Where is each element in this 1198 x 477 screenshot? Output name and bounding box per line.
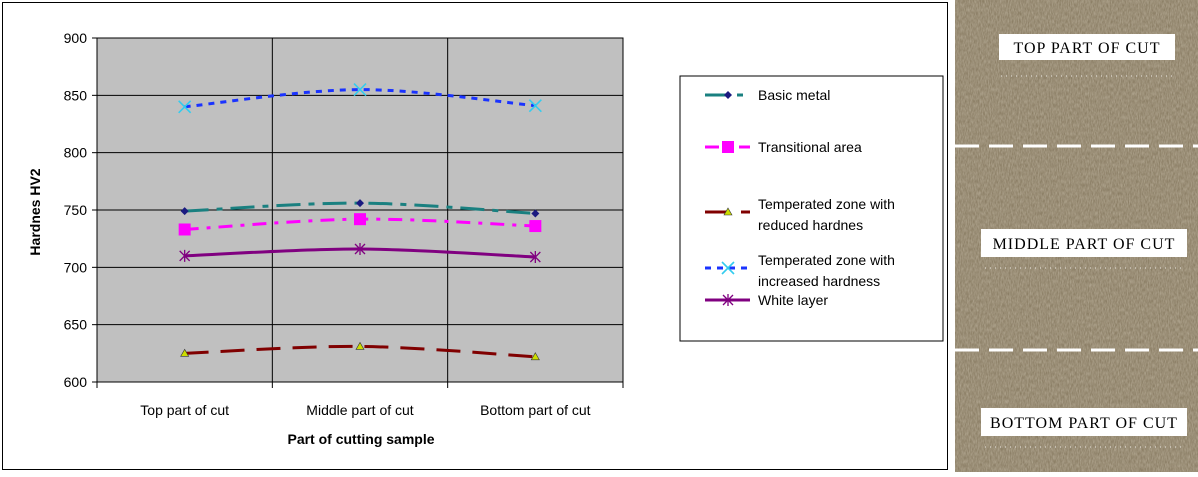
data-point-basic-metal — [356, 199, 364, 208]
hardness-chart: 600 650 700 750 800 850 900 Top part of cut Midd… — [2, 2, 948, 470]
y-tick-label: 600 — [64, 374, 88, 390]
y-tick-label: 800 — [64, 145, 88, 161]
series-line-temperated-zone-with-reduced-hardnes — [184, 344, 536, 359]
photo-svg: TOP PART OF CUT MIDDLE PART OF CUT BOTTO… — [955, 0, 1198, 472]
data-point-white-layer — [529, 251, 541, 264]
data-point-temperated-zone-with-reduced-hardnes — [530, 352, 540, 361]
data-point-white-layer — [179, 249, 191, 262]
data-point-temperated-zone-with-increased-hardness-stroke — [353, 83, 367, 97]
legend-marker-basic-metal — [724, 91, 732, 99]
legend-label-temperated-zone-with-reduced-hardnes: reduced hardnes — [758, 217, 863, 233]
label-box-top — [999, 34, 1175, 60]
series-line-temperated-zone-with-increased-hardness — [184, 88, 536, 109]
legend-marker-temperated-zone-with-increased-hardness — [721, 261, 735, 275]
legend-marker-transitional-area — [722, 141, 734, 153]
y-tick-label: 900 — [64, 30, 88, 46]
data-point-temperated-zone-with-reduced-hardnes — [180, 348, 190, 357]
x-axis-label: Part of cutting sample — [287, 431, 434, 447]
x-tick-label: Top part of cut — [140, 402, 229, 418]
legend-label-basic-metal: Basic metal — [758, 87, 830, 103]
plot-border — [96, 37, 624, 383]
data-point-temperated-zone-with-reduced-hardnes — [355, 341, 365, 350]
label-bottom-part: BOTTOM PART OF CUT — [990, 415, 1178, 432]
y-tick-label: 850 — [64, 87, 88, 103]
data-point-transitional-area — [178, 223, 191, 236]
y-tick-label: 700 — [64, 259, 88, 275]
legend-label-temperated-zone-with-increased-hardness: Temperated zone with — [758, 252, 895, 268]
data-point-temperated-zone-with-increased-hardness — [178, 100, 192, 114]
chart-svg: 600 650 700 750 800 850 900 Top part of cut Midd… — [2, 2, 948, 470]
cut-sample-photo: TOP PART OF CUT MIDDLE PART OF CUT BOTTO… — [955, 0, 1198, 472]
legend-marker-white-layer — [722, 294, 734, 306]
y-tick-label: 650 — [64, 317, 88, 333]
x-tick-label: Bottom part of cut — [480, 402, 591, 418]
label-top-part: TOP PART OF CUT — [1014, 40, 1161, 57]
legend-marker-temperated-zone-with-increased-hardness-stroke — [721, 261, 735, 275]
data-point-transitional-area — [529, 220, 542, 233]
data-point-basic-metal — [531, 209, 540, 218]
legend-label-white-layer: White layer — [758, 292, 828, 308]
data-point-white-layer — [354, 242, 366, 255]
label-middle-part: MIDDLE PART OF CUT — [993, 236, 1176, 253]
label-box-middle — [981, 229, 1187, 257]
label-box-bottom — [981, 408, 1187, 436]
data-point-temperated-zone-with-increased-hardness — [353, 83, 367, 97]
data-point-temperated-zone-with-increased-hardness — [528, 99, 542, 113]
legend-label-temperated-zone-with-reduced-hardnes: Temperated zone with — [758, 196, 895, 212]
legend-label-transitional-area: Transitional area — [758, 139, 862, 155]
x-tick-label: Middle part of cut — [306, 402, 413, 418]
y-axis-label: Hardnes HV2 — [27, 168, 43, 255]
legend-box — [679, 75, 944, 342]
data-point-basic-metal — [180, 207, 189, 216]
data-point-temperated-zone-with-increased-hardness-stroke — [178, 100, 192, 114]
y-tick-label: 750 — [64, 202, 88, 218]
data-point-temperated-zone-with-increased-hardness-stroke — [528, 99, 542, 113]
legend-label-temperated-zone-with-increased-hardness: increased hardness — [758, 273, 880, 289]
legend-marker-temperated-zone-with-reduced-hardnes — [723, 207, 733, 216]
data-point-transitional-area — [354, 213, 366, 226]
